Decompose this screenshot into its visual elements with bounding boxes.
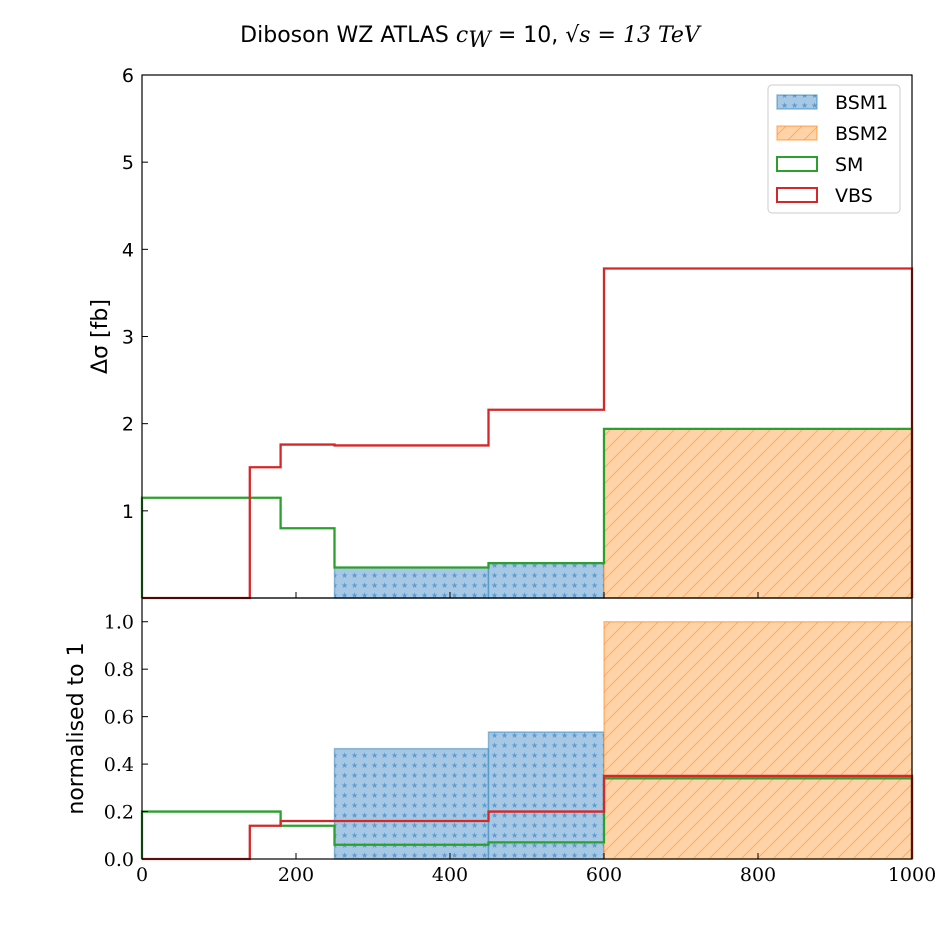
top-bsm1-bar bbox=[487, 562, 605, 599]
bottom-ticks: 0.0 0.2 0.4 0.6 0.8 1.0 0 200 400 600 800 1000 bbox=[104, 612, 936, 886]
bot-y-tick-label: 0.6 bbox=[104, 707, 134, 729]
bot-x-tick-label: 0 bbox=[136, 864, 148, 886]
legend-label-sm: SM bbox=[835, 154, 863, 176]
top-ticks: 1 2 3 4 5 6 bbox=[122, 65, 913, 598]
bottom-steps bbox=[140, 774, 914, 861]
legend-swatch-sm bbox=[776, 156, 818, 172]
bot-x-tick-label: 600 bbox=[586, 864, 622, 886]
bot-bsm1-bar bbox=[487, 731, 605, 860]
chart-title: Diboson WZ ATLAS cW = 10, √s = 13 TeV bbox=[240, 23, 702, 53]
top-y-tick-label: 5 bbox=[122, 152, 134, 174]
legend-box bbox=[767, 84, 901, 214]
top-y-tick-label: 6 bbox=[122, 65, 134, 87]
title-coupling-value: = 10, bbox=[491, 23, 565, 48]
top-steps bbox=[140, 267, 914, 600]
top-y-tick-label: 1 bbox=[122, 501, 134, 523]
bottom-y-axis-label: normalised to 1 bbox=[64, 642, 89, 814]
top-vbs-line bbox=[142, 267, 914, 600]
bottom-fills bbox=[333, 620, 913, 860]
top-bsm2-bar bbox=[603, 428, 913, 599]
bot-y-tick-label: 0.8 bbox=[104, 659, 134, 681]
top-y-tick-label: 4 bbox=[122, 239, 134, 261]
bot-x-tick-label: 800 bbox=[740, 864, 776, 886]
top-y-tick-label: 3 bbox=[122, 327, 134, 349]
legend: BSM1 BSM2 SM VBS bbox=[767, 84, 901, 214]
bot-x-tick-label: 200 bbox=[278, 864, 314, 886]
bot-vbs-line bbox=[142, 774, 914, 861]
title-energy: √s = 13 TeV bbox=[565, 23, 702, 48]
legend-swatch-vbs bbox=[776, 187, 818, 203]
bot-y-tick-label: 1.0 bbox=[104, 612, 134, 634]
top-bsm1-bar bbox=[333, 566, 490, 599]
legend-label-bsm1: BSM1 bbox=[835, 92, 888, 114]
title-coupling-sub: W bbox=[468, 28, 493, 53]
bot-x-tick-label: 400 bbox=[432, 864, 468, 886]
bot-bsm1-bar bbox=[333, 747, 490, 860]
legend-label-bsm2: BSM2 bbox=[835, 123, 888, 145]
top-y-axis-label: Δσ [fb] bbox=[88, 299, 113, 374]
legend-label-vbs: VBS bbox=[835, 185, 873, 207]
bottom-frame bbox=[141, 597, 913, 860]
bottom-panel: 0.0 0.2 0.4 0.6 0.8 1.0 0 200 400 600 800 1000 norm… bbox=[64, 597, 936, 886]
legend-swatch-bsm1 bbox=[776, 94, 818, 110]
bot-x-tick-label: 1000 bbox=[888, 864, 936, 886]
title-coupling: c bbox=[456, 23, 468, 48]
bot-y-tick-label: 0.4 bbox=[104, 754, 134, 776]
bot-y-tick-label: 0.0 bbox=[104, 849, 134, 871]
legend-swatch-bsm2 bbox=[776, 125, 818, 141]
top-y-tick-label: 2 bbox=[122, 414, 134, 436]
bot-bsm2-bar bbox=[603, 620, 913, 860]
top-fills bbox=[333, 428, 913, 599]
top-panel: 1 2 3 4 5 6 Δσ [fb] bbox=[88, 65, 914, 600]
bot-y-tick-label: 0.2 bbox=[104, 802, 134, 824]
title-prefix: Diboson WZ ATLAS bbox=[240, 23, 456, 48]
